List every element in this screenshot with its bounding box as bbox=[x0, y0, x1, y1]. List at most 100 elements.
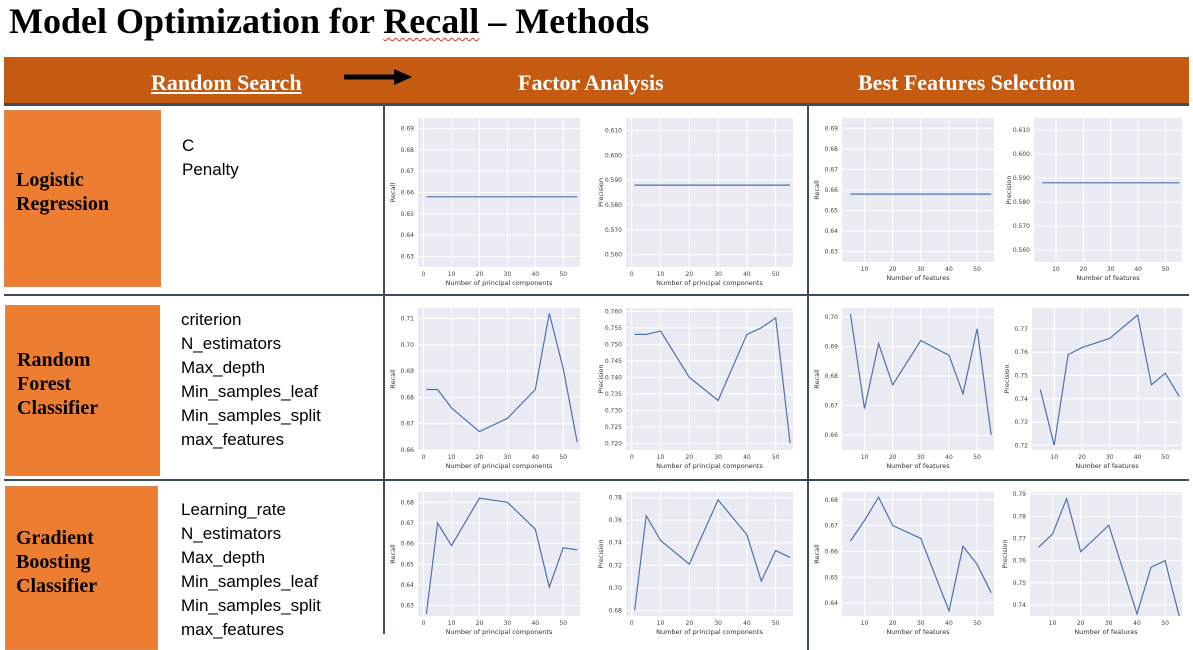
grid-line-1 bbox=[4, 294, 1189, 296]
x-tick-label: 10 bbox=[448, 454, 456, 461]
chart-svg: 0.66 0.67 0.68 0.69 0.70 0.71 0 10 20 30 40 50 Numbe… bbox=[389, 308, 580, 470]
y-tick-label: 0.64 bbox=[401, 232, 415, 239]
x-tick-label: 50 bbox=[973, 454, 981, 461]
chart-svg: 0.63 0.64 0.65 0.66 0.67 0.68 0.69 10 20 30 40 50 Nu… bbox=[813, 118, 994, 282]
x-tick-label: 50 bbox=[559, 454, 567, 461]
y-tick-label: 0.590 bbox=[1013, 175, 1030, 182]
chart-svg: 0.63 0.64 0.65 0.66 0.67 0.68 0.69 0 10 20 30 40 50 N… bbox=[389, 118, 580, 287]
x-tick-label: 50 bbox=[1162, 454, 1170, 461]
plot-gb-factor-recall: 0.63 0.64 0.65 0.66 0.67 0.68 0 10 20 30 40 50 Numbe… bbox=[386, 482, 586, 642]
y-tick-label: 0.69 bbox=[825, 125, 839, 132]
x-tick-label: 10 bbox=[861, 266, 869, 273]
y-axis-label: Recall bbox=[813, 544, 821, 564]
y-axis-label: Precision bbox=[597, 178, 605, 207]
plot-gb-bestfeat-precision: 0.74 0.75 0.76 0.77 0.78 0.79 10 20 30 40 50 Number… bbox=[998, 482, 1188, 642]
y-tick-label: 0.600 bbox=[605, 152, 622, 159]
x-tick-label: 20 bbox=[1080, 266, 1088, 273]
x-tick-label: 50 bbox=[559, 620, 567, 627]
x-tick-label: 40 bbox=[1133, 620, 1141, 627]
y-tick-label: 0.70 bbox=[825, 314, 839, 321]
x-tick-label: 20 bbox=[686, 454, 694, 461]
x-tick-label: 30 bbox=[714, 271, 722, 278]
x-tick-label: 50 bbox=[772, 620, 780, 627]
y-tick-label: 0.66 bbox=[825, 187, 839, 194]
x-tick-label: 40 bbox=[531, 620, 539, 627]
y-tick-label: 0.67 bbox=[825, 166, 839, 173]
x-tick-label: 40 bbox=[945, 454, 953, 461]
plot-area bbox=[626, 308, 793, 450]
y-tick-label: 0.735 bbox=[605, 391, 622, 398]
chart-svg: 0.68 0.70 0.72 0.74 0.76 0.78 0 10 20 30 40 50 Numbe… bbox=[597, 492, 793, 636]
plot-area bbox=[626, 118, 793, 267]
y-axis-label: Recall bbox=[389, 544, 397, 564]
x-tick-label: 50 bbox=[973, 266, 981, 273]
chart-svg: 0.64 0.65 0.66 0.67 0.68 10 20 30 40 50 Number of … bbox=[813, 492, 994, 636]
x-tick-label: 20 bbox=[889, 620, 897, 627]
y-tick-label: 0.570 bbox=[1013, 223, 1030, 230]
page-title: Model Optimization for Recall – Methods bbox=[9, 0, 649, 42]
y-tick-label: 0.570 bbox=[605, 227, 622, 234]
x-tick-label: 20 bbox=[889, 454, 897, 461]
x-axis-label: Number of features bbox=[886, 274, 950, 282]
x-tick-label: 10 bbox=[657, 620, 665, 627]
y-axis-label: Recall bbox=[389, 183, 397, 203]
series-line bbox=[849, 495, 992, 613]
param-item: C bbox=[182, 136, 195, 155]
header-bar bbox=[4, 57, 1189, 103]
x-tick-label: 50 bbox=[559, 271, 567, 278]
plot-rf-factor-precision: 0.720 0.725 0.730 0.735 0.740 0.745 0.750 0.755… bbox=[594, 298, 799, 476]
x-tick-label: 30 bbox=[714, 620, 722, 627]
y-tick-label: 0.580 bbox=[1013, 199, 1030, 206]
x-tick-label: 0 bbox=[630, 271, 634, 278]
y-tick-label: 0.68 bbox=[825, 497, 839, 504]
y-axis-label: Precision bbox=[1001, 539, 1009, 568]
y-tick-label: 0.68 bbox=[825, 373, 839, 380]
y-tick-label: 0.67 bbox=[825, 523, 839, 530]
y-tick-label: 0.580 bbox=[605, 202, 622, 209]
params-gradient-boosting: Learning_rate N_estimators Max_depth Min… bbox=[181, 498, 321, 642]
x-tick-label: 30 bbox=[504, 454, 512, 461]
y-tick-label: 0.610 bbox=[605, 127, 622, 134]
y-tick-label: 0.63 bbox=[825, 249, 839, 256]
series-line bbox=[849, 313, 992, 436]
y-tick-label: 0.64 bbox=[825, 600, 839, 607]
y-tick-label: 0.63 bbox=[401, 253, 415, 260]
y-tick-label: 0.720 bbox=[605, 440, 622, 447]
x-tick-label: 50 bbox=[772, 454, 780, 461]
y-tick-label: 0.68 bbox=[401, 147, 415, 154]
y-tick-label: 0.63 bbox=[401, 603, 415, 610]
x-tick-label: 40 bbox=[743, 271, 751, 278]
x-tick-label: 30 bbox=[1106, 454, 1114, 461]
y-tick-label: 0.65 bbox=[401, 561, 415, 568]
param-item: N_estimators bbox=[181, 334, 282, 353]
title-post: – Methods bbox=[479, 1, 650, 41]
series-line bbox=[634, 316, 791, 444]
y-tick-label: 0.590 bbox=[605, 177, 622, 184]
plot-area bbox=[1030, 492, 1182, 616]
param-item: Max_depth bbox=[181, 358, 266, 377]
title-pre: Model Optimization for bbox=[9, 1, 384, 41]
y-tick-label: 0.70 bbox=[609, 585, 623, 592]
y-tick-label: 0.66 bbox=[401, 541, 415, 548]
y-tick-label: 0.67 bbox=[401, 520, 415, 527]
y-axis-label: Precision bbox=[597, 539, 605, 568]
x-tick-label: 50 bbox=[1162, 266, 1170, 273]
grid-line-top bbox=[4, 103, 1189, 106]
y-tick-label: 0.600 bbox=[1013, 151, 1030, 158]
x-tick-label: 30 bbox=[917, 266, 925, 273]
y-axis-label: Precision bbox=[597, 364, 605, 393]
chart-svg: 0.74 0.75 0.76 0.77 0.78 0.79 10 20 30 40 50 Number… bbox=[1001, 491, 1182, 636]
x-axis-label: Number of principal components bbox=[446, 462, 553, 470]
y-tick-label: 0.725 bbox=[605, 424, 622, 431]
y-tick-label: 0.72 bbox=[1015, 442, 1029, 449]
param-item: Penalty bbox=[182, 160, 239, 179]
y-tick-label: 0.72 bbox=[609, 562, 623, 569]
x-tick-label: 0 bbox=[422, 620, 426, 627]
y-tick-label: 0.760 bbox=[605, 308, 622, 315]
plot-gb-factor-precision: 0.68 0.70 0.72 0.74 0.76 0.78 0 10 20 30 40 50 Numbe… bbox=[594, 482, 799, 642]
x-axis-label: Number of features bbox=[1074, 628, 1138, 636]
param-item: max_features bbox=[181, 620, 284, 639]
x-tick-label: 40 bbox=[1134, 454, 1142, 461]
y-tick-label: 0.68 bbox=[609, 607, 623, 614]
x-tick-label: 0 bbox=[422, 454, 426, 461]
